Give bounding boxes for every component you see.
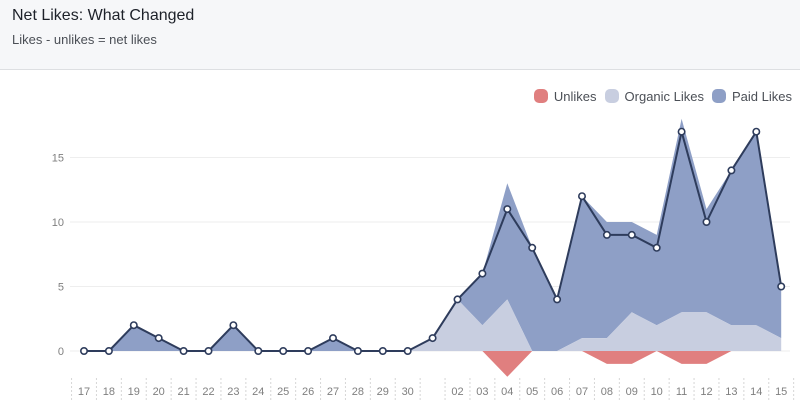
chart-legend: Unlikes Organic Likes Paid Likes: [533, 87, 792, 105]
net-likes-point: [104, 346, 113, 355]
x-tick-label: 05: [526, 386, 538, 398]
net-likes-point: [279, 346, 288, 355]
x-tick-label: 19: [128, 386, 140, 398]
net-likes-point: [702, 218, 711, 227]
unlikes-area: [84, 351, 782, 377]
net-likes-point: [229, 321, 238, 330]
net-likes-point: [602, 230, 611, 239]
chart-subtitle: Likes - unlikes = net likes: [12, 32, 157, 47]
x-tick-label: 09: [626, 386, 638, 398]
net-likes-point: [378, 346, 387, 355]
legend-item-paid-likes[interactable]: Paid Likes: [712, 89, 792, 104]
x-tick-label: 20: [153, 386, 165, 398]
x-tick-label: 04: [501, 386, 513, 398]
x-tick-label: 30: [402, 386, 414, 398]
net-likes-point: [328, 334, 337, 343]
net-likes-point: [677, 127, 686, 136]
x-tick-label: 29: [377, 386, 389, 398]
y-tick-label: 15: [52, 153, 64, 165]
net-likes-point: [577, 192, 586, 201]
legend-swatch-organic-likes: [604, 89, 619, 103]
net-likes-point: [403, 346, 412, 355]
y-tick-label: 0: [58, 346, 64, 358]
organic-likes-area: [84, 299, 782, 351]
legend-label-unlikes: Unlikes: [553, 88, 597, 104]
x-tick-label: 25: [277, 386, 289, 398]
net-likes-point: [428, 334, 437, 343]
net-likes-point: [154, 334, 163, 343]
chart-title: Net Likes: What Changed: [12, 7, 195, 24]
net-likes-point: [503, 205, 512, 214]
x-tick-label: 24: [252, 386, 264, 398]
x-tick-label: 14: [750, 386, 762, 398]
net-likes-point: [528, 243, 537, 252]
y-tick-label: 10: [52, 217, 64, 229]
x-tick-label: 17: [78, 386, 90, 398]
x-tick-label: 21: [177, 386, 189, 398]
x-tick-label: 07: [576, 386, 588, 398]
net-likes-point: [204, 346, 213, 355]
x-tick-label: 06: [551, 386, 563, 398]
net-likes-point: [129, 321, 138, 330]
x-tick-label: 03: [476, 386, 488, 398]
net-likes-point: [727, 166, 736, 175]
x-tick-label: 08: [601, 386, 613, 398]
paid-likes-area: [84, 118, 782, 351]
x-tick-label: 02: [451, 386, 463, 398]
x-tick-label: 26: [302, 386, 314, 398]
x-tick-label: 12: [700, 386, 712, 398]
net-likes-point: [179, 346, 188, 355]
net-likes-point: [80, 346, 89, 355]
legend-label-organic-likes: Organic Likes: [624, 88, 705, 104]
x-tick-label: 13: [725, 386, 737, 398]
net-likes-point: [353, 346, 362, 355]
net-likes-point: [453, 295, 462, 304]
x-tick-label: 28: [352, 386, 364, 398]
net-likes-point: [304, 346, 313, 355]
legend-swatch-unlikes: [533, 89, 548, 103]
net-likes-point: [752, 127, 761, 136]
legend-swatch-paid-likes: [712, 89, 727, 103]
x-tick-label: 18: [103, 386, 115, 398]
x-tick-label: 27: [327, 386, 339, 398]
y-tick-label: 5: [58, 282, 64, 294]
net-likes-point: [553, 295, 562, 304]
x-tick-label: 22: [202, 386, 214, 398]
net-likes-point: [478, 269, 487, 278]
net-likes-point: [627, 230, 636, 239]
chart-header: Net Likes: What Changed Likes - unlikes …: [0, 0, 800, 70]
net-likes-point: [254, 346, 263, 355]
x-tick-label: 23: [227, 386, 239, 398]
net-likes-point: [652, 243, 661, 252]
legend-item-unlikes[interactable]: Unlikes: [533, 88, 597, 104]
x-tick-label: 11: [676, 386, 687, 398]
net-likes-point: [777, 282, 786, 291]
x-tick-label: 10: [651, 386, 663, 398]
x-tick-label: 15: [775, 386, 787, 398]
legend-item-organic-likes[interactable]: Organic Likes: [604, 88, 705, 104]
legend-label-paid-likes: Paid Likes: [732, 88, 792, 104]
